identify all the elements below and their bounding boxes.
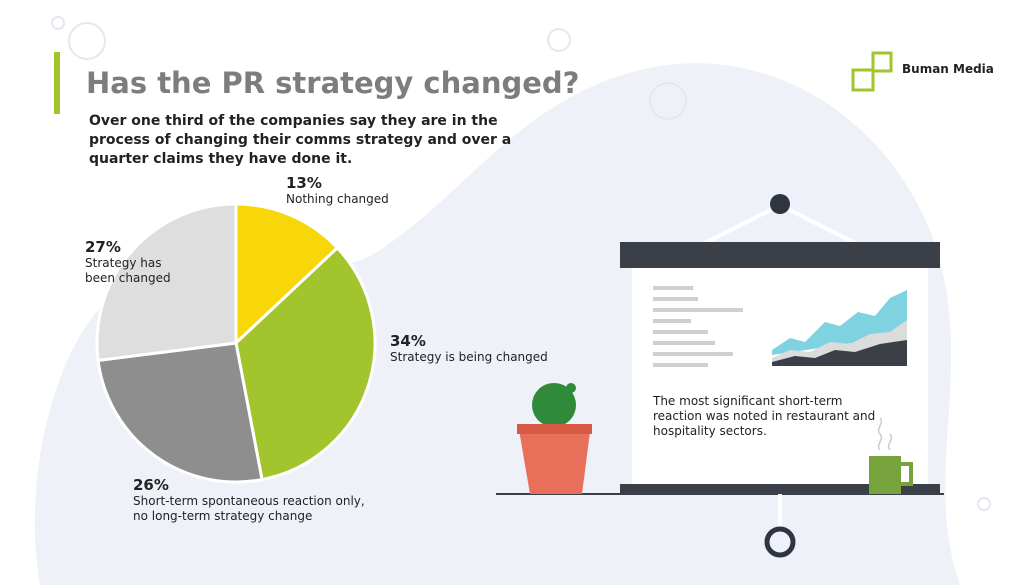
steam [877, 417, 893, 451]
title: Has the PR strategy changed? [86, 66, 580, 100]
subtitle: Over one third of the companies say they… [89, 113, 512, 167]
board-bottom [620, 484, 940, 494]
pie-slice [234, 202, 340, 347]
slice-label: 34% Strategy is being changed [390, 332, 560, 365]
bubble [977, 497, 991, 511]
pie-slice [96, 341, 264, 484]
slice-label: 27% Strategy has been changed [85, 238, 195, 286]
value-label: 34% [390, 332, 426, 350]
value-label: 26% [133, 476, 169, 494]
accent-bar [54, 52, 60, 114]
cactus [566, 383, 576, 393]
board-knob [770, 194, 790, 214]
brand: Buman Media [902, 62, 994, 76]
stand-ring [764, 526, 796, 558]
pot [518, 424, 591, 494]
bubble [51, 16, 65, 30]
mug [869, 456, 901, 494]
pot-rim [517, 424, 592, 434]
board-note: The most significant short-term reaction… [653, 394, 876, 438]
slice-label: 26% Short-term spontaneous reaction only,… [133, 476, 373, 524]
bubble [68, 22, 106, 60]
board-top [620, 242, 940, 268]
stand [779, 203, 856, 245]
pie-slice [95, 202, 238, 363]
text-lines [653, 286, 743, 367]
pie-slice [234, 245, 377, 482]
logo [851, 51, 893, 92]
board [632, 266, 928, 488]
stand [704, 203, 781, 245]
pie [95, 202, 377, 484]
illustration [772, 340, 907, 366]
cactus [532, 383, 576, 427]
category-label: Short-term spontaneous reaction only, no… [133, 494, 365, 523]
slice-label: 13% Nothing changed [286, 174, 406, 207]
category-label: Strategy is being changed [390, 350, 548, 364]
category-label: Nothing changed [286, 192, 389, 206]
category-label: Strategy has been changed [85, 256, 171, 285]
bubble [649, 82, 687, 120]
mug-handle [901, 462, 913, 486]
bubble [547, 28, 571, 52]
value-label: 27% [85, 238, 121, 256]
value-label: 13% [286, 174, 322, 192]
